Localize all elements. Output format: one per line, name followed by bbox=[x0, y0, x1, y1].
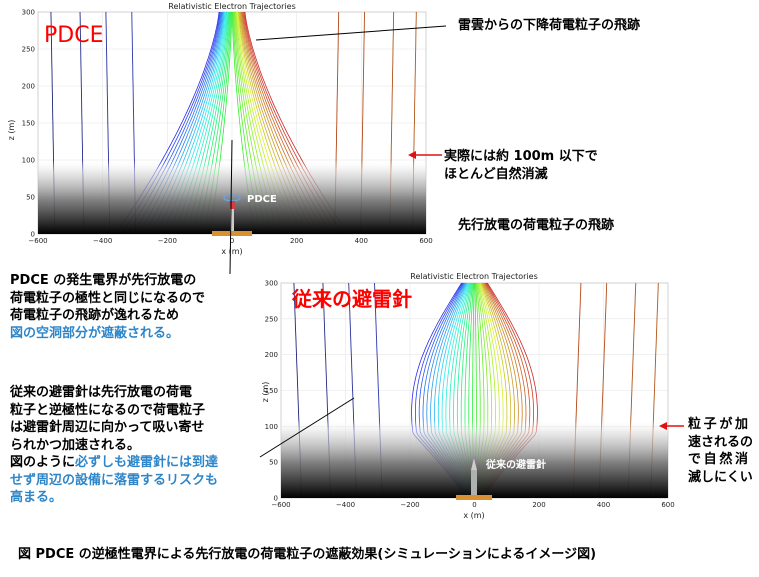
accel-line-4: 滅しにくい bbox=[688, 469, 753, 485]
leader-lines bbox=[229, 25, 684, 458]
leader-label: 先行放電の荷電粒子の飛跡 bbox=[458, 218, 615, 233]
top-plot-label: PDCE bbox=[44, 23, 103, 48]
pdce-device-label: PDCE bbox=[247, 194, 277, 205]
accel-note: 粒子が加 速されるの で自然消 滅しにくい bbox=[688, 416, 754, 486]
conv-line-2: 粒子と逆極性になるので荷電粒子 bbox=[10, 402, 206, 418]
x-tick-label: 400 bbox=[355, 237, 368, 245]
top-plot: −600 −400 −200 0 200 400 600 0 50 100 150 200 250 300… bbox=[7, 2, 433, 256]
x-tick-label: 200 bbox=[532, 501, 545, 509]
figure-caption: 図 PDCE の逆極性電界による先行放電の荷電粒子の遮蔽効果(シミュレーションに… bbox=[18, 547, 597, 562]
bottom-plot-label: 従来の避雷針 bbox=[291, 287, 412, 311]
pdce-line-3: 荷電粒子の飛跡が逸れるため bbox=[10, 308, 180, 323]
conventional-note: 従来の避雷針は先行放電の荷電 粒子と逆極性になるので荷電粒子 は避雷針周辺に向か… bbox=[10, 384, 218, 507]
x-tick-label: 0 bbox=[472, 501, 476, 509]
x-tick-label: −200 bbox=[158, 237, 177, 245]
x-tick-label: −400 bbox=[93, 237, 112, 245]
descending-label: 雷雲からの下降荷電粒子の飛跡 bbox=[458, 18, 641, 33]
y-tick-label: 0 bbox=[274, 495, 278, 503]
y-tick-label: 50 bbox=[26, 194, 35, 202]
bottom-plot-title: Relativistic Electron Trajectories bbox=[410, 272, 537, 281]
x-tick-label: 400 bbox=[597, 501, 610, 509]
accel-line-1: 粒子が加 bbox=[688, 417, 748, 432]
pdce-line-4: 図の空洞部分が遮蔽される。 bbox=[10, 325, 180, 341]
x-tick-label: 600 bbox=[419, 237, 432, 245]
bottom-ylabel: z (m) bbox=[261, 382, 270, 403]
y-tick-label: 100 bbox=[22, 157, 35, 165]
conv-line-7: 高まる。 bbox=[10, 490, 63, 505]
x-tick-label: 600 bbox=[661, 501, 674, 509]
conv-line-6: せず周辺の設備に落雷するリスクも bbox=[10, 472, 219, 488]
top-xlabel: x (m) bbox=[221, 247, 242, 256]
y-tick-label: 50 bbox=[269, 459, 278, 467]
bottom-xlabel: x (m) bbox=[463, 511, 484, 520]
accel-line-2: 速されるの bbox=[688, 434, 754, 450]
pdce-line-2: 荷電粒子の極性と同じになるので bbox=[10, 290, 206, 306]
lightning-rod bbox=[456, 458, 492, 500]
bottom-plot: −600 −400 −200 0 200 400 600 0 50 100 150 200 250 300… bbox=[261, 272, 675, 520]
x-tick-label: −600 bbox=[28, 237, 47, 245]
conv-line-5b: 必ずしも避雷針には到達 bbox=[75, 455, 219, 470]
y-tick-label: 250 bbox=[22, 46, 35, 54]
pdce-line-1: PDCE の発生電界が先行放電の bbox=[10, 273, 197, 288]
pdce-note: PDCE の発生電界が先行放電の 荷電粒子の極性と同じになるので 荷電粒子の飛跡… bbox=[10, 272, 205, 342]
top-ylabel: z (m) bbox=[7, 120, 16, 141]
decay-line-2: ほとんど自然消滅 bbox=[444, 166, 548, 182]
y-tick-label: 250 bbox=[265, 315, 278, 323]
y-tick-label: 150 bbox=[22, 120, 35, 128]
decay-line-1: 実際には約 100m 以下で bbox=[444, 149, 598, 164]
y-tick-label: 150 bbox=[265, 387, 278, 395]
pdce-device bbox=[212, 194, 252, 236]
decay-note: 実際には約 100m 以下で ほとんど自然消滅 bbox=[444, 148, 598, 183]
y-tick-label: 100 bbox=[265, 423, 278, 431]
x-tick-label: −200 bbox=[400, 501, 419, 509]
y-tick-label: 0 bbox=[31, 231, 35, 239]
conv-line-5: 図のように必ずしも避雷針には到達 bbox=[10, 454, 218, 472]
conv-line-3: は避雷針周辺に向かって吸い寄せ bbox=[10, 420, 205, 435]
x-tick-label: −400 bbox=[336, 501, 355, 509]
conv-line-5a: 図のように bbox=[10, 455, 76, 470]
rod-label: 従来の避雷針 bbox=[485, 458, 546, 471]
conv-line-4: られかつ加速される。 bbox=[10, 437, 141, 453]
y-tick-label: 300 bbox=[22, 9, 35, 17]
x-tick-label: −600 bbox=[271, 501, 290, 509]
y-tick-label: 200 bbox=[265, 351, 278, 359]
y-tick-label: 300 bbox=[265, 280, 278, 288]
accel-line-3: で自然消 bbox=[688, 452, 748, 467]
y-tick-label: 200 bbox=[22, 83, 35, 91]
top-plot-title: Relativistic Electron Trajectories bbox=[168, 2, 295, 11]
x-tick-label: 200 bbox=[290, 237, 303, 245]
x-tick-label: 0 bbox=[230, 237, 234, 245]
conv-line-1: 従来の避雷針は先行放電の荷電 bbox=[10, 385, 193, 400]
